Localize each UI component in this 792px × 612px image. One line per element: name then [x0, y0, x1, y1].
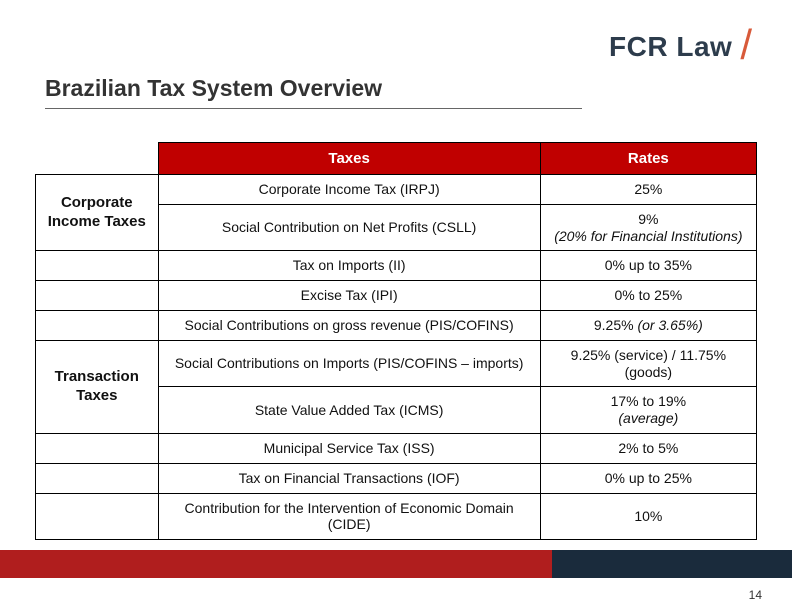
rate-line2: (20% for Financial Institutions) — [554, 228, 742, 244]
tax-rate: 9% (20% for Financial Institutions) — [540, 204, 756, 251]
table-row: Tax on Financial Transactions (IOF) 0% u… — [36, 463, 757, 493]
tax-rate: 0% up to 25% — [540, 463, 756, 493]
tax-name: Tax on Imports (II) — [158, 251, 540, 281]
rate-line1: 17% to 19% — [611, 393, 687, 409]
footer-navy-segment — [552, 550, 792, 578]
blank-cell — [36, 310, 159, 340]
tax-name: Corporate Income Tax (IRPJ) — [158, 175, 540, 205]
rate-part-b: (or 3.65%) — [637, 317, 702, 333]
tax-name: Social Contribution on Net Profits (CSLL… — [158, 204, 540, 251]
table-header-row: Taxes Rates — [36, 143, 757, 175]
footer-red-segment — [0, 550, 552, 578]
table-row: Municipal Service Tax (ISS) 2% to 5% — [36, 433, 757, 463]
tax-rate: 0% to 25% — [540, 281, 756, 311]
tax-name: Excise Tax (IPI) — [158, 281, 540, 311]
table-row: Tax on Imports (II) 0% up to 35% — [36, 251, 757, 281]
tax-name: Municipal Service Tax (ISS) — [158, 433, 540, 463]
tax-rate: 2% to 5% — [540, 433, 756, 463]
rate-line1: 9% — [638, 211, 658, 227]
tax-rate: 17% to 19% (average) — [540, 387, 756, 434]
table-row: Contribution for the Intervention of Eco… — [36, 493, 757, 540]
category-corporate: Corporate Income Taxes — [36, 175, 159, 251]
logo-slash-icon: / — [740, 28, 752, 62]
rate-line2: (average) — [618, 410, 678, 426]
blank-cell — [36, 251, 159, 281]
tax-rate: 9.25% (service) / 11.75% (goods) — [540, 340, 756, 387]
blank-cell — [36, 463, 159, 493]
header-rates: Rates — [540, 143, 756, 175]
logo-text: FCR Law — [609, 31, 732, 63]
table-row: Social Contributions on gross revenue (P… — [36, 310, 757, 340]
tax-name: Social Contributions on gross revenue (P… — [158, 310, 540, 340]
tax-name: Social Contributions on Imports (PIS/COF… — [158, 340, 540, 387]
header-empty — [36, 143, 159, 175]
footer-bar — [0, 550, 792, 578]
table-row: Excise Tax (IPI) 0% to 25% — [36, 281, 757, 311]
header-taxes: Taxes — [158, 143, 540, 175]
tax-name: State Value Added Tax (ICMS) — [158, 387, 540, 434]
tax-rate: 25% — [540, 175, 756, 205]
table-row: Transaction Taxes Social Contributions o… — [36, 340, 757, 387]
rate-part-a: 9.25% — [594, 317, 638, 333]
page-title: Brazilian Tax System Overview — [45, 75, 582, 102]
tax-rate: 0% up to 35% — [540, 251, 756, 281]
tax-table: Taxes Rates Corporate Income Taxes Corpo… — [35, 142, 757, 540]
tax-rate: 9.25% (or 3.65%) — [540, 310, 756, 340]
tax-rate: 10% — [540, 493, 756, 540]
category-transaction: Transaction Taxes — [36, 340, 159, 433]
tax-table-wrap: Taxes Rates Corporate Income Taxes Corpo… — [35, 142, 757, 540]
blank-cell — [36, 281, 159, 311]
title-wrap: Brazilian Tax System Overview — [45, 75, 582, 109]
tax-name: Contribution for the Intervention of Eco… — [158, 493, 540, 540]
page-number: 14 — [749, 588, 762, 602]
blank-cell — [36, 493, 159, 540]
table-row: Corporate Income Taxes Corporate Income … — [36, 175, 757, 205]
blank-cell — [36, 433, 159, 463]
logo: FCR Law / — [609, 30, 752, 64]
tax-name: Tax on Financial Transactions (IOF) — [158, 463, 540, 493]
